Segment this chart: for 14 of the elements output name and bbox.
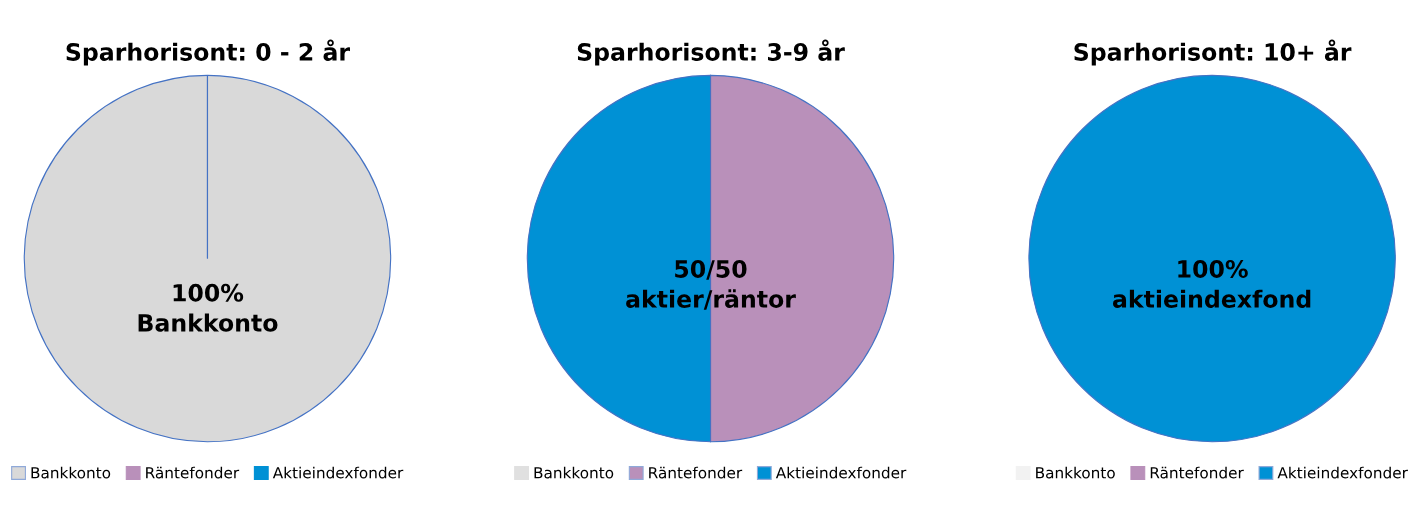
legend-label: Räntefonder (649, 466, 743, 479)
legend-label: Räntefonder (146, 466, 240, 479)
legend-label: Bankkonto (31, 466, 111, 479)
chart-title: Sparhorisont: 3-9 år (577, 39, 845, 66)
legend-label: Aktieindexfonder (775, 466, 907, 479)
legend-label: Aktieindexfonder (272, 466, 404, 479)
legend-label: Räntefonder (1150, 466, 1244, 479)
text: 100% aktieindexfond (1112, 260, 1311, 308)
legend-label: Bankkonto (534, 466, 614, 479)
legend-label: Bankkonto (1036, 466, 1115, 479)
text: 100% Bankkonto (138, 283, 278, 332)
legend-label: Aktieindexfonder (1277, 466, 1408, 479)
chart-title: Sparhorisont: 10+ år (1074, 39, 1352, 66)
chart-title: Sparhorisont: 0 - 2 år (66, 39, 350, 66)
